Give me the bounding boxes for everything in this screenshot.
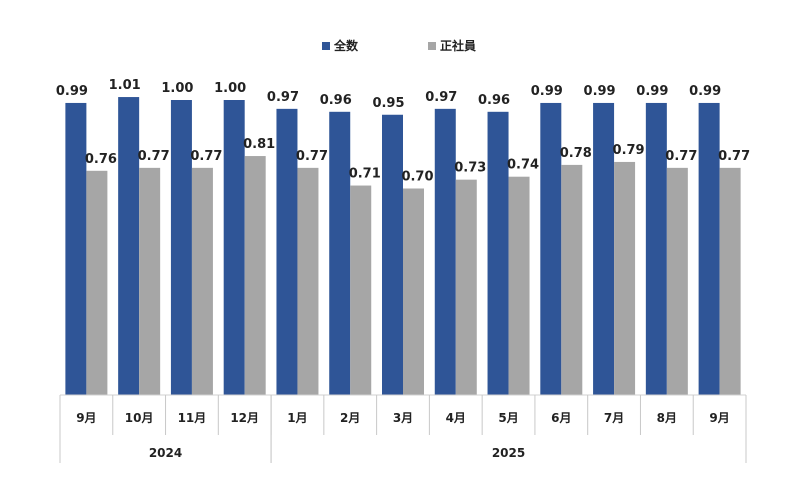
x-tick-label: 1月: [287, 411, 307, 425]
bar-regular: [191, 167, 213, 395]
x-tick-label: 6月: [551, 411, 571, 425]
x-tick-label: 11月: [178, 411, 207, 425]
bar-total: [170, 100, 192, 395]
x-tick-label: 7月: [604, 411, 624, 425]
bar-total: [487, 111, 509, 396]
legend-swatch: [428, 42, 436, 50]
data-label: 0.74: [507, 158, 539, 173]
bar-regular: [86, 170, 108, 395]
bar-regular: [139, 167, 161, 395]
x-tick-label: 12月: [230, 411, 259, 425]
data-label: 0.99: [636, 84, 668, 99]
x-tick-label: 8月: [657, 411, 677, 425]
data-label: 0.79: [613, 143, 645, 158]
data-label: 0.77: [665, 149, 697, 164]
year-label: 2024: [149, 446, 182, 460]
bar-regular: [561, 164, 583, 395]
data-label: 0.78: [560, 146, 592, 161]
data-label: 0.73: [454, 161, 486, 176]
bar-regular: [350, 185, 372, 395]
data-label: 0.77: [296, 149, 328, 164]
data-label: 1.01: [109, 78, 141, 93]
data-label: 0.70: [401, 170, 433, 185]
x-tick-label: 9月: [76, 411, 96, 425]
bar-regular: [614, 161, 636, 395]
x-tick-label: 3月: [393, 411, 413, 425]
bar-regular: [719, 167, 741, 395]
bar-regular: [244, 156, 266, 395]
data-label: 1.00: [161, 81, 193, 96]
bar-regular: [297, 167, 319, 395]
data-label: 0.76: [85, 152, 117, 167]
data-label: 0.77: [138, 149, 170, 164]
bar-total: [434, 108, 456, 395]
data-label: 0.77: [190, 149, 222, 164]
data-label: 0.97: [425, 90, 457, 105]
x-tick-label: 5月: [498, 411, 518, 425]
data-label: 0.96: [320, 93, 352, 108]
legend: 全数 正社員: [322, 38, 476, 53]
data-label: 1.00: [214, 81, 246, 96]
bar-regular: [455, 179, 477, 395]
x-axis: 9月 10月 11月 12月 1月 2月 3月 4月 5月 6月 7月 8月 9月 2024 2025: [59, 394, 747, 463]
bar-total: [118, 97, 140, 396]
bar-regular: [666, 167, 688, 395]
bar-total: [645, 102, 667, 395]
legend-swatch: [322, 42, 330, 50]
bar-total: [698, 102, 720, 395]
legend-label: 正社員: [440, 38, 476, 53]
data-label: 0.81: [243, 137, 275, 152]
bars: [65, 97, 741, 396]
data-label: 0.99: [531, 84, 563, 99]
bar-total: [329, 111, 351, 396]
data-label: 0.77: [718, 149, 750, 164]
bar-total: [382, 114, 403, 395]
data-label: 0.99: [56, 84, 88, 99]
x-tick-label: 10月: [125, 411, 154, 425]
x-tick-label: 9月: [709, 411, 729, 425]
data-labels: 0.99 0.76 1.01 0.77 1.00 0.77 1.00 0.81 0.97 0.77…: [56, 78, 750, 184]
bar-total: [276, 108, 298, 395]
bar-total: [223, 100, 245, 395]
legend-label: 全数: [333, 38, 359, 53]
bar-total: [65, 102, 87, 395]
data-label: 0.95: [372, 96, 404, 111]
bar-total: [540, 102, 562, 395]
data-label: 0.99: [584, 84, 616, 99]
x-tick-label: 2月: [340, 411, 360, 425]
data-label: 0.96: [478, 93, 510, 108]
bar-total: [593, 102, 615, 395]
bar-regular: [403, 188, 424, 395]
x-tick-label: 4月: [446, 411, 466, 425]
data-label: 0.99: [689, 84, 721, 99]
data-label: 0.71: [349, 167, 381, 182]
bar-regular: [508, 176, 530, 395]
year-label: 2025: [492, 446, 525, 460]
data-label: 0.97: [267, 90, 299, 105]
